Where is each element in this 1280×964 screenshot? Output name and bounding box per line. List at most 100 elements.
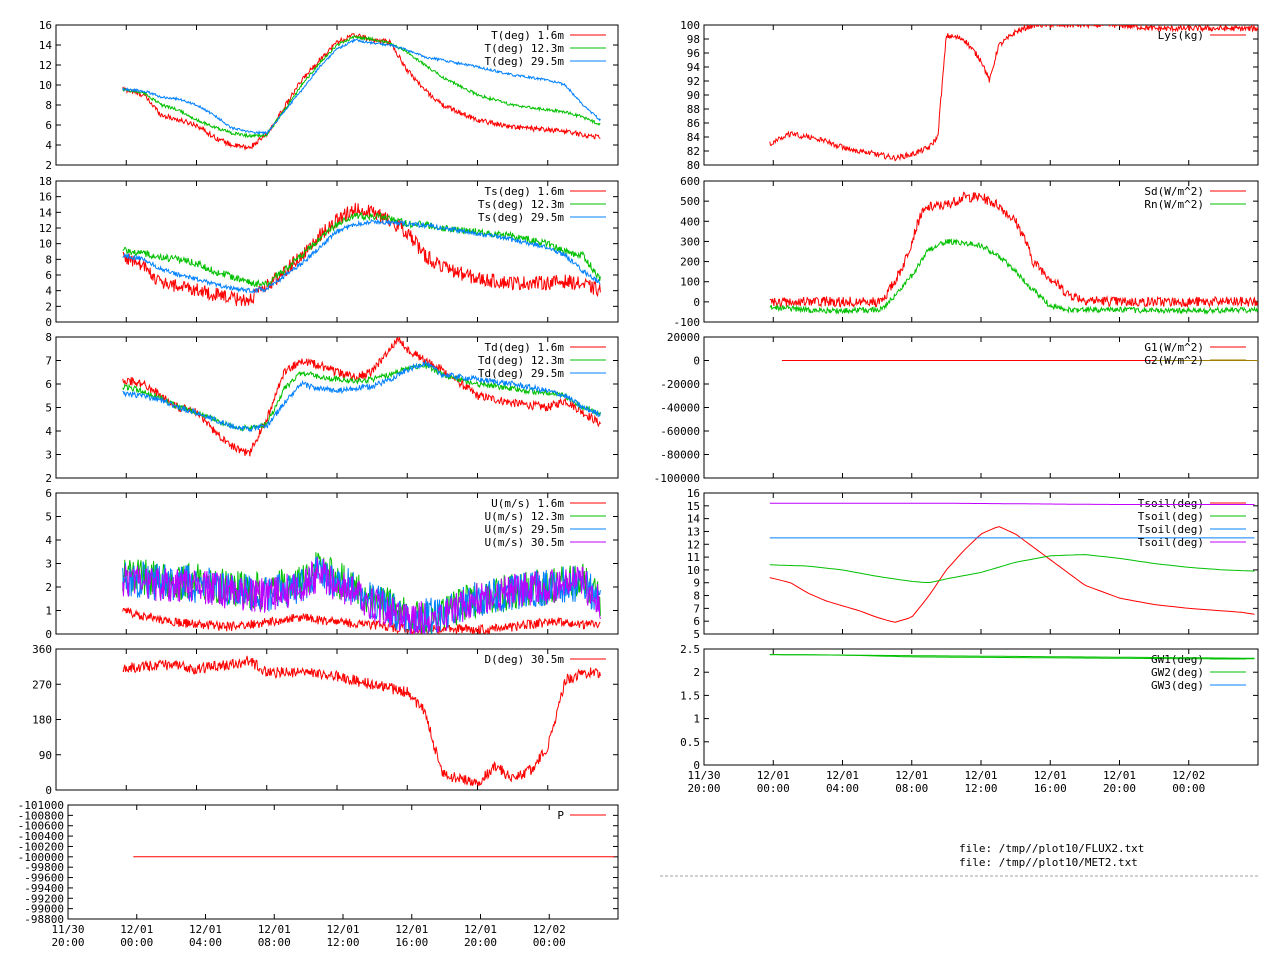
- plot-frame: [67, 804, 619, 920]
- y-tick-label: 12: [687, 538, 700, 551]
- x-tick-label-date: 12/02: [1172, 769, 1205, 782]
- y-tick-label: 10: [687, 564, 700, 577]
- y-tick-label: 12: [39, 59, 52, 72]
- x-tick-label-date: 12/01: [120, 923, 153, 936]
- y-tick-label: 3: [45, 449, 52, 462]
- legend-label: U(m/s) 29.5m: [485, 523, 565, 536]
- y-tick-label: 14: [39, 206, 53, 219]
- y-tick-label: -100400: [18, 830, 64, 843]
- y-tick-label: 16: [687, 487, 700, 500]
- y-tick-label: -99600: [24, 872, 64, 885]
- x-tick-label-time: 00:00: [757, 782, 790, 795]
- x-tick-label-date: 12/01: [1103, 769, 1136, 782]
- legend-label: Ts(deg) 29.5m: [478, 211, 564, 224]
- x-tick-label-date: 11/30: [51, 923, 84, 936]
- y-tick-label: -60000: [660, 425, 700, 438]
- y-tick-label: 88: [687, 103, 700, 116]
- y-tick-label: 1.5: [680, 689, 700, 702]
- chart-soil-temperature: 5678910111213141516Tsoil(deg)Tsoil(deg)T…: [687, 487, 1259, 641]
- x-tick-label-time: 20:00: [464, 936, 497, 949]
- y-tick-label: 9: [693, 577, 700, 590]
- legend-label: T(deg) 1.6m: [491, 29, 564, 42]
- y-tick-label: 5: [45, 511, 52, 524]
- y-tick-label: 500: [680, 195, 700, 208]
- y-tick-label: 15: [687, 500, 700, 513]
- x-tick-label-time: 20:00: [687, 782, 720, 795]
- series-line: [122, 32, 601, 151]
- y-tick-label: 0.5: [680, 736, 700, 749]
- y-tick-label: -98800: [24, 913, 64, 926]
- y-tick-label: 92: [687, 75, 700, 88]
- legend-label: Td(deg) 1.6m: [485, 341, 565, 354]
- y-tick-label: 94: [687, 61, 701, 74]
- y-tick-label: 16: [39, 191, 52, 204]
- legend-label: U(m/s) 30.5m: [485, 536, 565, 549]
- series-line: [122, 557, 601, 634]
- y-tick-label: 2: [45, 300, 52, 313]
- y-tick-label: 18: [39, 175, 52, 188]
- y-tick-label: -99800: [24, 861, 64, 874]
- y-tick-label: 6: [45, 269, 52, 282]
- file-label-flux: file: /tmp//plot10/FLUX2.txt: [959, 842, 1144, 855]
- y-tick-label: 400: [680, 215, 700, 228]
- y-tick-label: -20000: [660, 378, 700, 391]
- y-tick-label: -100000: [18, 851, 64, 864]
- y-tick-label: 1: [693, 713, 700, 726]
- x-tick-label-time: 12:00: [326, 936, 359, 949]
- y-tick-label: 4: [45, 139, 52, 152]
- y-tick-label: 8: [45, 99, 52, 112]
- legend-label: GW1(deg): [1151, 653, 1204, 666]
- y-tick-label: 1: [45, 605, 52, 618]
- y-tick-label: 84: [687, 131, 701, 144]
- x-tick-label-date: 12/01: [326, 923, 359, 936]
- chart-pressure: -101000-100800-100600-100400-100200-1000…: [18, 799, 619, 949]
- legend-label: Tsoil(deg): [1138, 523, 1204, 536]
- y-tick-label: -80000: [660, 449, 700, 462]
- legend-label: T(deg) 12.3m: [485, 42, 565, 55]
- y-tick-label: 100: [680, 276, 700, 289]
- legend-label: Rn(W/m^2): [1144, 198, 1204, 211]
- y-tick-label: 8: [45, 253, 52, 266]
- legend-label: GW2(deg): [1151, 666, 1204, 679]
- y-tick-label: 7: [45, 355, 52, 368]
- y-tick-label: 360: [32, 643, 52, 656]
- x-tick-label-time: 20:00: [1103, 782, 1136, 795]
- y-tick-label: -100000: [654, 472, 700, 485]
- y-tick-label: -99400: [24, 882, 64, 895]
- y-tick-label: 2: [693, 666, 700, 679]
- y-tick-label: 10: [39, 238, 52, 251]
- x-tick-label-time: 16:00: [1034, 782, 1067, 795]
- y-tick-label: -100800: [18, 809, 64, 822]
- plot-frame: [703, 24, 1259, 166]
- y-tick-label: 20000: [667, 331, 700, 344]
- y-tick-label: -40000: [660, 402, 700, 415]
- y-tick-label: 8: [45, 331, 52, 344]
- y-tick-label: 0: [45, 784, 52, 797]
- y-tick-label: 12: [39, 222, 52, 235]
- x-tick-label-time: 00:00: [120, 936, 153, 949]
- x-tick-label-date: 12/01: [395, 923, 428, 936]
- series-line: [769, 526, 1255, 623]
- x-tick-label-date: 12/01: [189, 923, 222, 936]
- legend-label: D(deg) 30.5m: [485, 653, 565, 666]
- y-tick-label: 100: [680, 19, 700, 32]
- y-tick-label: 2.5: [680, 643, 700, 656]
- x-tick-label-time: 12:00: [964, 782, 997, 795]
- y-tick-label: 0: [693, 759, 700, 772]
- x-tick-label-time: 20:00: [51, 936, 84, 949]
- x-tick-label-date: 12/01: [826, 769, 859, 782]
- series-line: [122, 606, 601, 634]
- series-line: [122, 359, 601, 433]
- y-tick-label: 7: [693, 602, 700, 615]
- legend-label: Ts(deg) 12.3m: [478, 198, 564, 211]
- y-tick-label: 4: [45, 534, 52, 547]
- y-tick-label: 16: [39, 19, 52, 32]
- series-line: [122, 37, 601, 136]
- x-tick-label-time: 16:00: [395, 936, 428, 949]
- series-line: [122, 202, 601, 307]
- y-tick-label: -100600: [18, 820, 64, 833]
- y-tick-label: 180: [32, 714, 52, 727]
- file-label-met: file: /tmp//plot10/MET2.txt: [959, 856, 1138, 869]
- y-tick-label: 0: [693, 296, 700, 309]
